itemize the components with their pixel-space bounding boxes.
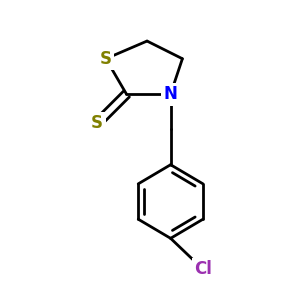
Text: S: S — [91, 115, 103, 133]
Text: S: S — [100, 50, 112, 68]
Text: Cl: Cl — [194, 260, 212, 278]
Text: N: N — [164, 85, 178, 103]
